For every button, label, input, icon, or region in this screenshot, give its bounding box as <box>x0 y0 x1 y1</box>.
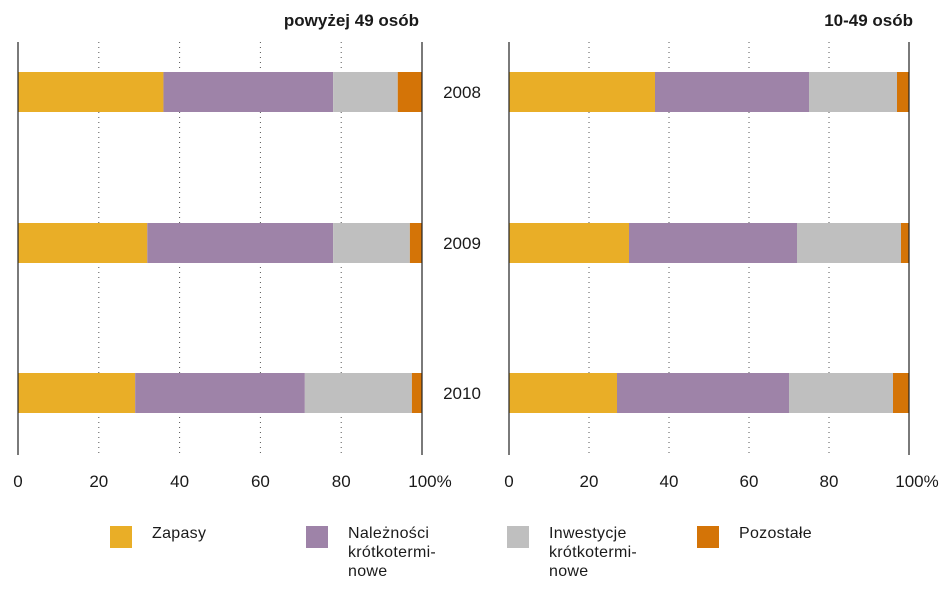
category-label: 2010 <box>443 384 481 403</box>
tick-label: 40 <box>170 472 189 491</box>
tick-label: 80 <box>820 472 839 491</box>
bar-segment <box>18 72 164 112</box>
bar-segment <box>509 72 655 112</box>
bar-segment <box>893 373 909 413</box>
legend-label: Pozostałe <box>739 525 812 542</box>
legend-swatch <box>697 526 719 548</box>
panel-title: 10-49 osób <box>824 11 913 30</box>
tick-label: 100% <box>408 472 451 491</box>
bar-segment <box>789 373 893 413</box>
bar-segment <box>797 223 901 263</box>
tick-label: 40 <box>660 472 679 491</box>
legend-swatch <box>507 526 529 548</box>
tick-label: 20 <box>580 472 599 491</box>
legend-swatch <box>110 526 132 548</box>
bar-segment <box>333 72 398 112</box>
bar-segment <box>397 72 422 112</box>
legend-label: Inwestycje krótkotermi- nowe <box>549 525 638 580</box>
tick-label: 0 <box>13 472 22 491</box>
legend-swatch <box>306 526 328 548</box>
tick-label: 100% <box>895 472 938 491</box>
bar-segment <box>304 373 412 413</box>
stacked-bar-chart: 0 20 40 60 80 100% powyżej 49 osób 0 20 40 60 80 100… <box>13 11 938 491</box>
legend-item-inwestycje: Inwestycje krótkotermi- nowe <box>507 524 637 581</box>
legend-item-zapasy: Zapasy <box>110 524 206 548</box>
bar-segment <box>897 72 909 112</box>
bar-segment <box>809 72 897 112</box>
tick-label: 20 <box>89 472 108 491</box>
bar-segment <box>18 223 148 263</box>
category-label: 2009 <box>443 234 481 253</box>
bar-segment <box>629 223 797 263</box>
panel-title: powyżej 49 osób <box>284 11 419 30</box>
bar-segment <box>901 223 909 263</box>
bar-segment <box>411 373 422 413</box>
bar-segment <box>333 223 410 263</box>
bar-segment <box>147 223 334 263</box>
legend-label: Należności krótkotermi- nowe <box>348 525 437 580</box>
legend-label: Zapasy <box>152 525 207 542</box>
legend-item-naleznosci: Należności krótkotermi- nowe <box>306 524 436 581</box>
bar-segment <box>509 373 617 413</box>
bar-segment <box>655 72 809 112</box>
bar-segment <box>18 373 136 413</box>
legend: Zapasy Należności krótkotermi- nowe Inwe… <box>0 524 939 594</box>
tick-label: 60 <box>740 472 759 491</box>
bar-segment <box>135 373 305 413</box>
tick-label: 80 <box>332 472 351 491</box>
bar-segment <box>163 72 334 112</box>
bar-segment <box>509 223 629 263</box>
bar-segment <box>617 373 789 413</box>
category-label: 2008 <box>443 83 481 102</box>
tick-label: 0 <box>504 472 513 491</box>
tick-label: 60 <box>251 472 270 491</box>
bar-segment <box>409 223 422 263</box>
legend-item-pozostale: Pozostałe <box>697 524 812 548</box>
